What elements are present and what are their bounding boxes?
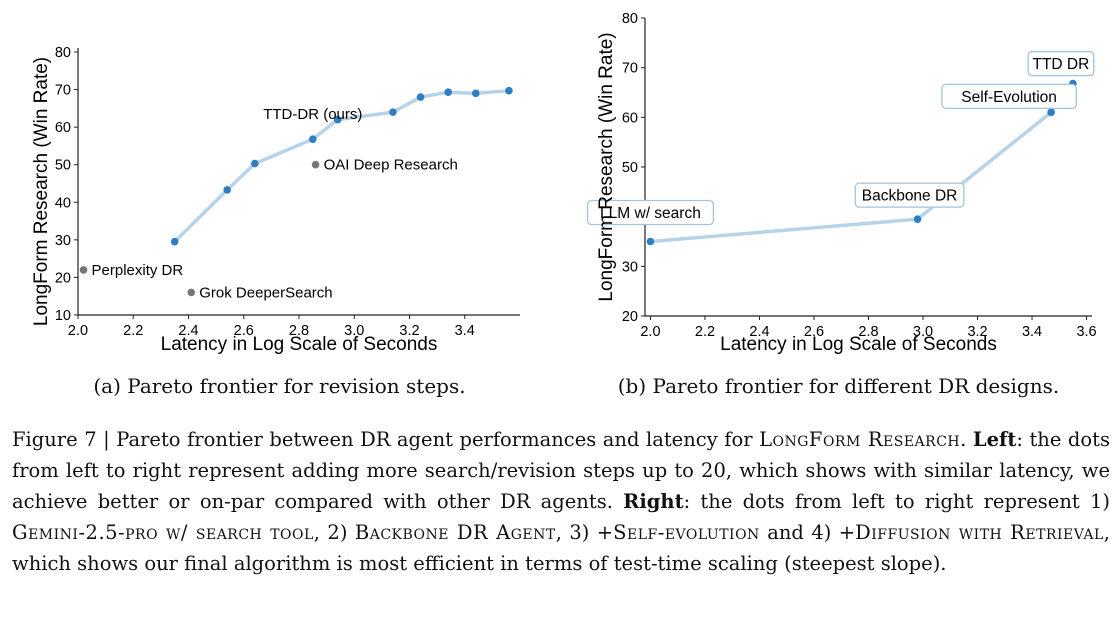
data-point (223, 186, 231, 194)
x-tick-label: 2.0 (68, 323, 88, 339)
series-line-ttd-dr (173, 88, 510, 243)
baseline-label: Grok DeeperSearch (199, 284, 332, 301)
x-tick-label: 2.4 (178, 323, 198, 339)
caption-text: , 3) + (555, 521, 614, 544)
x-tick-label: 2.8 (289, 323, 309, 339)
point-label-box: Backbone DR (854, 182, 965, 208)
point-label: TTD DR (1033, 56, 1090, 73)
chart-a: 10 20 30 40 50 60 70 80 2.0 2.2 2.4 2.6 2.8 3.0 3.2 3.… (31, 45, 520, 355)
data-point (444, 88, 452, 97)
x-tick-label: 3.0 (344, 323, 364, 339)
y-tick-label: 20 (55, 270, 71, 286)
x-tick-label: 2.2 (123, 323, 143, 339)
caption-label: Figure 7 | Pareto frontier between DR ag… (12, 428, 760, 451)
x-axis-label-a: Latency in Log Scale of Seconds (161, 334, 438, 355)
x-tick-label: 3.6 (1076, 324, 1096, 340)
data-point (309, 135, 317, 143)
y-tick-label: 20 (622, 309, 638, 325)
caption-right-label: Right (623, 490, 684, 513)
x-tick-label: 2.8 (858, 324, 878, 340)
label-box-frame (941, 83, 1077, 110)
y-tick-label: 70 (55, 83, 71, 99)
label-box-frame (586, 199, 715, 226)
baseline-point (311, 160, 320, 169)
data-point (333, 115, 342, 124)
x-tick-label: 3.2 (967, 324, 987, 340)
data-point (1047, 108, 1055, 117)
data-point (416, 93, 425, 101)
y-tick-label: 50 (622, 160, 638, 176)
caption-benchmark-name: LongForm Research (759, 428, 961, 451)
y-tick-label: 60 (55, 120, 71, 136)
subcaption-b: (b) Pareto frontier for different DR des… (617, 374, 1060, 398)
data-point (251, 159, 259, 168)
x-axis-label-b: Latency in Log Scale of Seconds (720, 334, 997, 355)
x-tick-label: 3.4 (1022, 324, 1042, 340)
x-tick-label: 3.0 (913, 324, 933, 340)
baseline-label: Perplexity DR (92, 262, 184, 279)
y-axis-label-a: LongForm Research (Win Rate) (31, 57, 52, 326)
data-point (472, 89, 480, 98)
label-box-frame (1027, 50, 1095, 77)
point-label: Backbone DR (862, 188, 958, 205)
y-axis-label-b: LongForm Research (Win Rate) (596, 32, 617, 301)
caption-self-evolution: Self-evolution (613, 521, 760, 544)
data-point (505, 86, 513, 95)
y-tick-label: 60 (622, 110, 638, 126)
caption-backbone: Backbone DR Agent (354, 521, 556, 544)
x-tick-label: 2.6 (234, 323, 254, 339)
series-label-ttd-dr-ours: TTD-DR (ours) (263, 106, 362, 123)
subcaption-a: (a) Pareto frontier for revision steps. (93, 374, 466, 398)
label-box-frame (854, 182, 965, 208)
point-label-box: TTD DR (1027, 50, 1095, 77)
y-tick-label: 70 (622, 61, 638, 77)
point-label-box: LLM w/ search (586, 199, 715, 226)
caption-gemini: Gemini-2.5-pro w/ search tool (12, 521, 314, 544)
baseline-label: OAI Deep Research (324, 157, 458, 174)
y-tick-label: 80 (55, 45, 71, 61)
x-tick-label: 2.0 (640, 324, 660, 340)
data-point (170, 237, 179, 246)
y-tick-label: 10 (55, 308, 71, 324)
x-tick-label: 2.6 (804, 324, 824, 340)
caption-left-label: Left (972, 428, 1017, 451)
caption-diffusion: Diffusion with Retrieval (855, 521, 1104, 544)
caption-text: : the dots from left to right represent … (683, 490, 1110, 513)
x-tick-label: 2.2 (695, 324, 715, 340)
caption-text: , 2) (313, 521, 355, 544)
caption-text: and 4) + (759, 521, 856, 544)
x-tick-label: 2.4 (749, 324, 769, 340)
x-tick-label: 3.4 (455, 323, 475, 339)
data-point (389, 108, 397, 116)
y-tick-label: 50 (55, 158, 71, 174)
point-label: LLM w/ search (600, 205, 701, 222)
point-label-box: Self-Evolution (941, 83, 1077, 110)
y-tick-label: 80 (622, 11, 638, 27)
caption-text: , which shows our final algorithm is mos… (12, 521, 1110, 575)
caption-text: : the dots from left to right represent … (12, 428, 1111, 513)
caption-text: . (960, 428, 973, 451)
baseline-point (79, 266, 88, 274)
data-point (913, 215, 922, 223)
figure-caption: Figure 7 | Pareto frontier between DR ag… (12, 424, 1110, 579)
baseline-point (187, 288, 196, 297)
x-tick-label: 3.2 (399, 323, 419, 339)
y-tick-label: 30 (622, 259, 638, 275)
y-tick-label: 40 (55, 195, 71, 211)
y-tick-label: 30 (55, 233, 71, 249)
point-label: Self-Evolution (961, 89, 1057, 106)
data-point (646, 237, 655, 246)
